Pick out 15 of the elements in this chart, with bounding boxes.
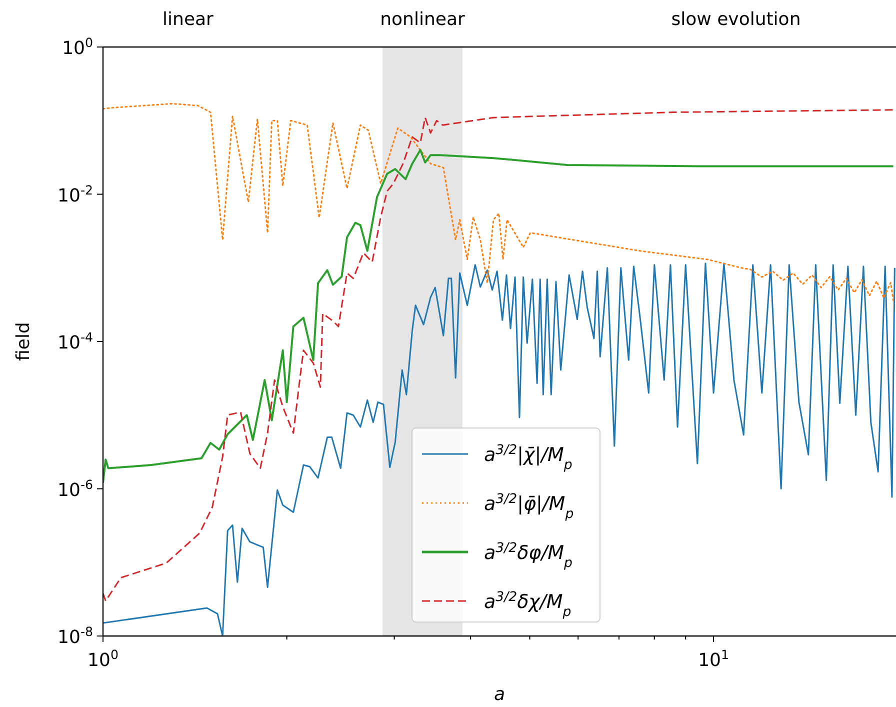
x-axis-title: a bbox=[494, 684, 506, 705]
y-axis-title: field bbox=[13, 322, 34, 361]
text: linear bbox=[162, 9, 214, 30]
legend-label: a$^{3/2}$δφ/M$_{p}$ bbox=[484, 540, 572, 570]
y-tick-label: 10$^{-4}$ bbox=[58, 329, 93, 354]
y-tick-label: 10$^{-6}$ bbox=[58, 476, 93, 501]
y-tick-label: 10$^{-2}$ bbox=[58, 182, 93, 206]
band-label: nonlinear bbox=[380, 9, 466, 30]
y-tick-label: 10$^{-8}$ bbox=[58, 624, 93, 648]
x-tick-label: 10$^{1}$ bbox=[698, 646, 729, 671]
legend-label: a$^{3/2}$|χ̄|/M$_{p}$ bbox=[484, 442, 572, 472]
text: slow evolution bbox=[671, 9, 801, 30]
legend-label: a$^{3/2}$|φ̄|/M$_{p}$ bbox=[484, 492, 574, 522]
y-tick-label: 10$^{0}$ bbox=[62, 34, 93, 59]
legend-label: a$^{3/2}$δχ/M$_{p}$ bbox=[484, 590, 572, 620]
